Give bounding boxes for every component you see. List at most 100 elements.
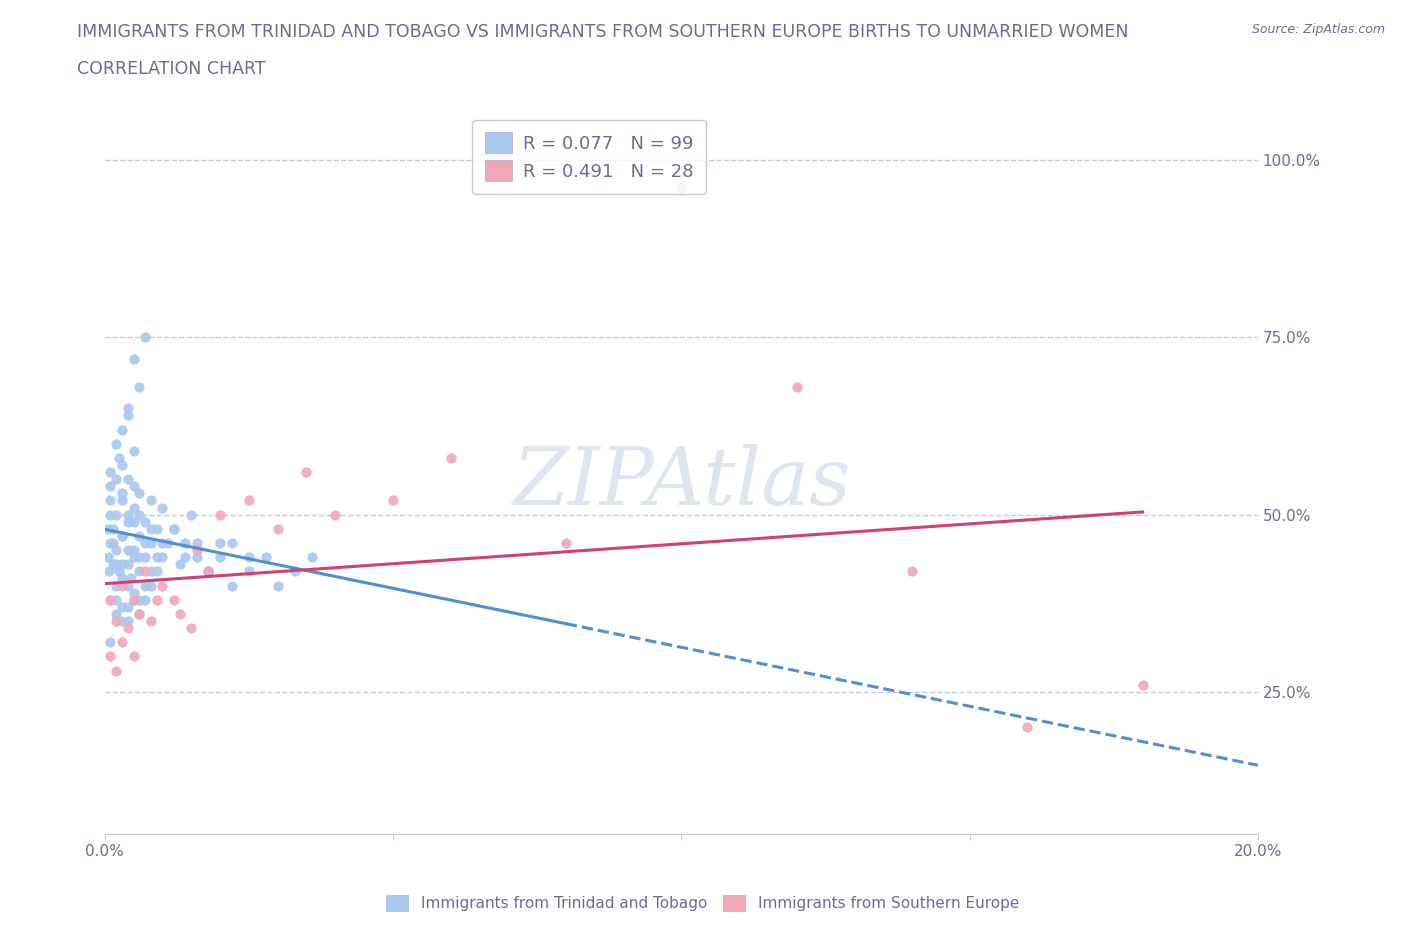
Legend: R = 0.077   N = 99, R = 0.491   N = 28: R = 0.077 N = 99, R = 0.491 N = 28 [472, 120, 706, 193]
Point [134, 578, 156, 593]
Point [295, 465, 318, 480]
Point [111, 422, 134, 437]
Point [108, 450, 131, 465]
Point [134, 564, 156, 578]
Point [266, 522, 288, 537]
Point [105, 606, 128, 621]
Point [100, 592, 122, 607]
Point [174, 550, 197, 565]
Point [122, 479, 145, 494]
Point [111, 528, 134, 543]
Point [111, 458, 134, 472]
Point [117, 408, 139, 423]
Point [120, 571, 142, 586]
Point [105, 543, 128, 558]
Point [128, 486, 150, 501]
Point [117, 600, 139, 615]
Point [238, 564, 260, 578]
Point [117, 401, 139, 416]
Point [111, 557, 134, 572]
Point [145, 564, 167, 578]
Point [221, 578, 243, 593]
Point [100, 465, 122, 480]
Point [150, 550, 173, 565]
Point [122, 352, 145, 366]
Point [122, 550, 145, 565]
Point [122, 592, 145, 607]
Point [134, 536, 156, 551]
Point [122, 514, 145, 529]
Point [128, 550, 150, 565]
Point [180, 620, 202, 635]
Point [208, 507, 231, 522]
Point [117, 507, 139, 522]
Text: Source: ZipAtlas.com: Source: ZipAtlas.com [1251, 23, 1385, 36]
Point [174, 536, 197, 551]
Point [323, 507, 346, 522]
Point [111, 528, 134, 543]
Point [105, 592, 128, 607]
Point [440, 450, 463, 465]
Point [122, 444, 145, 458]
Point [1017, 720, 1039, 735]
Point [284, 564, 307, 578]
Point [96, 522, 118, 537]
Point [381, 493, 404, 508]
Legend: Immigrants from Trinidad and Tobago, Immigrants from Southern Europe: Immigrants from Trinidad and Tobago, Imm… [380, 889, 1026, 918]
Point [134, 330, 156, 345]
Point [111, 578, 134, 593]
Point [169, 557, 191, 572]
Point [117, 614, 139, 629]
Point [186, 550, 208, 565]
Point [128, 592, 150, 607]
Point [100, 649, 122, 664]
Point [96, 550, 118, 565]
Point [103, 536, 125, 551]
Point [169, 606, 191, 621]
Point [139, 564, 162, 578]
Point [139, 578, 162, 593]
Point [103, 522, 125, 537]
Point [150, 500, 173, 515]
Point [105, 557, 128, 572]
Point [100, 479, 122, 494]
Point [128, 606, 150, 621]
Point [122, 500, 145, 515]
Point [128, 564, 150, 578]
Point [186, 543, 208, 558]
Point [128, 507, 150, 522]
Point [139, 536, 162, 551]
Point [100, 635, 122, 650]
Point [98, 564, 121, 578]
Point [100, 536, 122, 551]
Point [301, 550, 323, 565]
Point [122, 585, 145, 600]
Point [117, 543, 139, 558]
Point [163, 522, 186, 537]
Point [671, 181, 693, 196]
Point [145, 522, 167, 537]
Point [139, 522, 162, 537]
Point [105, 663, 128, 678]
Point [186, 536, 208, 551]
Point [163, 522, 186, 537]
Point [117, 557, 139, 572]
Point [208, 536, 231, 551]
Point [555, 536, 578, 551]
Point [150, 536, 173, 551]
Point [1132, 677, 1154, 692]
Point [111, 635, 134, 650]
Point [105, 472, 128, 486]
Point [134, 514, 156, 529]
Point [117, 472, 139, 486]
Text: CORRELATION CHART: CORRELATION CHART [77, 60, 266, 78]
Point [163, 592, 186, 607]
Point [111, 571, 134, 586]
Point [105, 578, 128, 593]
Point [145, 592, 167, 607]
Point [180, 507, 202, 522]
Point [901, 564, 924, 578]
Point [117, 620, 139, 635]
Point [122, 543, 145, 558]
Point [208, 550, 231, 565]
